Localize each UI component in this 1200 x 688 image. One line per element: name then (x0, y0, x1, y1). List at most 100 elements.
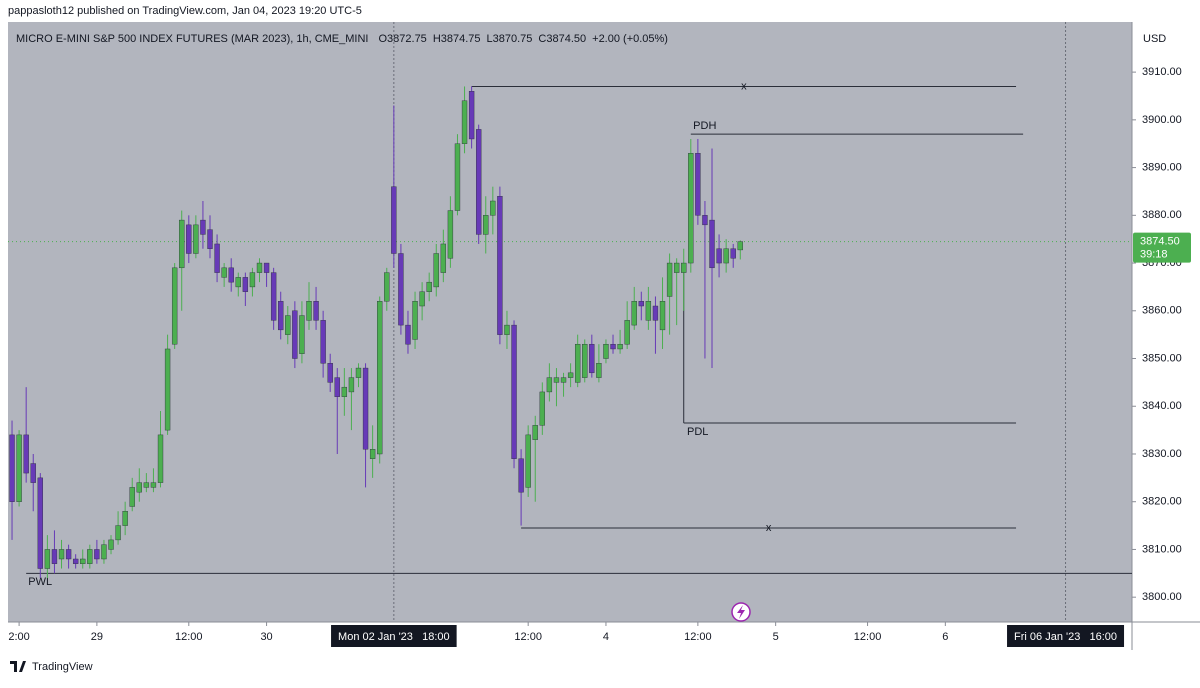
level-label: PWL (28, 576, 52, 588)
candles (9, 86, 743, 579)
y-tick-label: 3860.00 (1142, 305, 1182, 317)
candle-body (567, 372, 574, 378)
candle-body (348, 377, 355, 393)
candle-body (737, 241, 743, 251)
x-tick-label: 12:00 (684, 631, 712, 643)
legend-low: L3870.75 (487, 33, 533, 45)
candle-body (51, 549, 58, 564)
y-tick-label: 3830.00 (1142, 448, 1182, 460)
candle-body (136, 482, 142, 493)
candle-body (723, 248, 729, 264)
lightning-icon[interactable] (731, 602, 751, 622)
candle-body (532, 425, 538, 440)
candle-body (546, 377, 553, 393)
currency: USD (1143, 33, 1166, 45)
candle-body (143, 482, 150, 488)
x-tick-label: 12:00 (854, 631, 882, 643)
candle-body (377, 301, 383, 455)
candle-body (94, 549, 100, 560)
y-tick-label: 3810.00 (1142, 543, 1182, 555)
candle-body (468, 91, 475, 140)
candle-body (30, 463, 36, 483)
candle-body (341, 386, 348, 397)
logo (10, 661, 26, 672)
candle-body (58, 549, 65, 560)
candle-body (525, 434, 531, 488)
candle-body (391, 186, 397, 254)
candle-body (16, 434, 22, 502)
y-tick-label: 3800.00 (1142, 591, 1182, 603)
legend-close: C3874.50 (538, 33, 586, 45)
candle-body (207, 229, 213, 249)
y-tick-label: 3820.00 (1142, 496, 1182, 508)
candle-body (476, 129, 482, 235)
candle-body (454, 143, 461, 211)
crosshair-label-bg (331, 625, 457, 647)
candle-body (652, 305, 659, 321)
candle-body (115, 525, 121, 541)
candle-body (235, 277, 241, 288)
publisher: pappasloth12 published on TradingView.co… (8, 5, 362, 17)
candle-body (214, 243, 220, 273)
y-tick-label: 3840.00 (1142, 400, 1182, 412)
y-tick-label: 3910.00 (1142, 66, 1182, 78)
x-tick-label: 6 (942, 631, 948, 643)
last-price-label: 3874.50 (1140, 235, 1180, 247)
candle-body (490, 200, 496, 216)
x-tick-label: 12:00 (175, 631, 203, 643)
candle-body (497, 196, 503, 335)
candle-body (461, 100, 468, 144)
candle-body (419, 291, 425, 307)
candle-body (108, 539, 114, 550)
candle-body (511, 324, 517, 459)
x-tick-label: 4 (603, 631, 609, 643)
x-tick-label: 30 (260, 631, 272, 643)
candle-body (292, 310, 298, 359)
level-label: PDH (693, 120, 716, 132)
candle-body (553, 377, 560, 383)
candle-body (164, 348, 171, 431)
candle-body (631, 301, 637, 326)
candle-body (299, 315, 305, 354)
candle-body (518, 458, 524, 493)
candle-body (221, 267, 227, 278)
candle-body (412, 301, 418, 340)
candle-body (150, 482, 157, 488)
candle-body (730, 248, 736, 259)
legend-change: +2.00 (+0.05%) (592, 33, 668, 45)
candle-body (101, 544, 107, 560)
y-tick-label: 3890.00 (1142, 161, 1182, 173)
candle-body (560, 377, 567, 383)
candle-body (278, 301, 284, 331)
y-tick-label: 3850.00 (1142, 352, 1182, 364)
candle-body (249, 272, 256, 288)
candle-body (306, 301, 312, 321)
candle-body (186, 224, 192, 254)
candle-body (65, 549, 72, 560)
y-tick-label: 3880.00 (1142, 209, 1182, 221)
x-tick-label: 12:00 (514, 631, 542, 643)
brand: TradingView (32, 661, 93, 673)
candle-body (362, 367, 369, 450)
chart-title: MICRO E-MINI S&P 500 INDEX FUTURES (MAR … (16, 33, 368, 45)
candle-body (582, 343, 588, 378)
level-label: x (741, 80, 747, 92)
icon-bolt[interactable] (737, 605, 745, 619)
candle-body (610, 343, 616, 350)
x-tick-label: 2:00 (8, 631, 29, 643)
candle-body (179, 219, 185, 269)
candle-body (129, 487, 135, 507)
candle-body (702, 215, 708, 226)
candle-body (617, 343, 623, 350)
candle-body (44, 549, 51, 569)
candle-body (645, 301, 652, 321)
candle-body (666, 262, 673, 297)
candle-body (122, 511, 128, 526)
plot-area (8, 22, 1132, 622)
x-tick-label: 5 (773, 631, 779, 643)
candle-body (709, 219, 715, 269)
candle-body (716, 248, 722, 264)
candle-body (87, 549, 93, 564)
candle-body (638, 301, 644, 307)
